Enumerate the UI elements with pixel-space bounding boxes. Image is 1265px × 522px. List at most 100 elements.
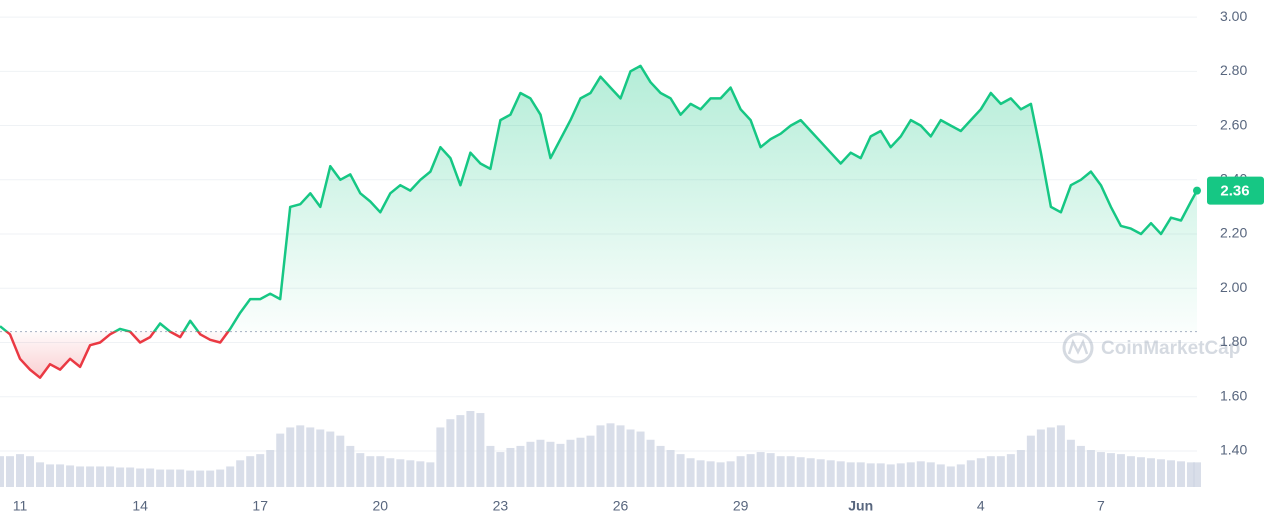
- volume-bar: [486, 445, 495, 487]
- volume-bar: [1116, 454, 1125, 487]
- volume-bar: [556, 443, 565, 487]
- x-tick-label: 29: [733, 498, 749, 514]
- price-tag: [1207, 176, 1264, 205]
- volume-bar: [906, 462, 915, 487]
- volume-bar: [886, 464, 895, 487]
- volume-bar: [536, 439, 545, 487]
- volume-bar: [76, 466, 85, 487]
- volume-bar: [316, 429, 325, 487]
- volume-bar: [336, 435, 345, 487]
- x-tick-label: 7: [1097, 498, 1105, 514]
- volume-bar: [446, 419, 455, 487]
- volume-bar: [1096, 452, 1105, 487]
- volume-bar: [956, 464, 965, 487]
- volume-bar: [616, 425, 625, 487]
- volume-bar: [416, 461, 425, 487]
- volume-bar: [366, 456, 375, 487]
- y-tick-label: 2.20: [1220, 225, 1247, 241]
- y-tick-label: 1.60: [1220, 387, 1247, 403]
- y-tick-label: 2.80: [1220, 62, 1247, 78]
- x-tick-label: 26: [613, 498, 629, 514]
- volume-bar: [976, 458, 985, 487]
- volume-bar: [1086, 450, 1095, 487]
- volume-bar: [966, 460, 975, 487]
- volume-bar: [736, 456, 745, 487]
- volume-bar: [376, 456, 385, 487]
- volume-bar: [546, 441, 555, 487]
- volume-bar: [176, 469, 185, 487]
- volume-bar: [526, 441, 535, 487]
- volume-bar: [856, 462, 865, 487]
- volume-bar: [86, 466, 95, 487]
- volume-bar: [826, 460, 835, 487]
- x-tick-label: 11: [13, 498, 28, 514]
- volume-bar: [986, 456, 995, 487]
- volume-bar: [166, 469, 175, 487]
- volume-bar: [756, 452, 765, 487]
- volume-bar: [296, 425, 305, 487]
- volume-bar: [946, 466, 955, 487]
- volume-bar: [1136, 457, 1145, 487]
- x-tick-label: 4: [977, 498, 985, 514]
- volume-bar: [836, 461, 845, 487]
- volume-bar: [246, 456, 255, 487]
- volume-bar: [1176, 461, 1185, 487]
- volume-bar: [16, 454, 25, 487]
- volume-bar: [46, 464, 55, 487]
- volume-bar: [726, 461, 735, 487]
- volume-bar: [1076, 445, 1085, 487]
- volume-bar: [1056, 425, 1065, 487]
- volume-bar: [476, 413, 485, 487]
- volume-bar: [716, 462, 725, 487]
- volume-bar: [1186, 462, 1195, 487]
- volume-bar: [876, 463, 885, 487]
- volume-bar: [596, 425, 605, 487]
- volume-bar: [286, 427, 295, 487]
- volume-bar: [1066, 439, 1075, 487]
- volume-bar: [26, 456, 35, 487]
- volume-bar: [186, 470, 195, 487]
- volume-bar: [1016, 450, 1025, 487]
- volume-bar: [306, 427, 315, 487]
- volume-bar: [746, 454, 755, 487]
- volume-bar: [636, 431, 645, 487]
- volume-bar: [6, 456, 15, 487]
- y-tick-label: 3.00: [1220, 8, 1247, 24]
- volume-bar: [576, 437, 585, 487]
- volume-bar: [216, 469, 225, 487]
- x-tick-label: 14: [132, 498, 148, 514]
- y-tick-label: 1.80: [1220, 333, 1247, 349]
- volume-bar: [346, 445, 355, 487]
- volume-bar: [406, 460, 415, 487]
- volume-bar: [936, 464, 945, 487]
- volume-bar: [1036, 429, 1045, 487]
- plot: [0, 64, 1201, 379]
- volume-bar: [666, 450, 675, 487]
- volume-bar: [626, 429, 635, 487]
- volume-bar: [806, 458, 815, 487]
- volume-bar: [436, 427, 445, 487]
- volume-bar: [766, 453, 775, 487]
- volume-bar: [116, 467, 125, 487]
- volume-bar: [1126, 456, 1135, 487]
- volume-bar: [496, 452, 505, 487]
- volume-bar: [276, 433, 285, 487]
- last-point: [1193, 186, 1201, 195]
- volume-bar: [206, 470, 215, 487]
- volume-bar: [1166, 460, 1175, 487]
- volume-bar: [56, 464, 65, 487]
- volume-bars: [0, 411, 1201, 487]
- volume-bar: [1006, 454, 1015, 487]
- price-tag-label: 2.36: [1220, 183, 1249, 200]
- volume-bar: [196, 470, 205, 487]
- volume-bar: [676, 454, 685, 487]
- volume-bar: [996, 456, 1005, 487]
- volume-bar: [1046, 427, 1055, 487]
- volume-bar: [386, 458, 395, 487]
- volume-bar: [326, 431, 335, 487]
- volume-bar: [916, 461, 925, 487]
- volume-bar: [656, 445, 665, 487]
- volume-bar: [816, 459, 825, 487]
- volume-bar: [696, 460, 705, 487]
